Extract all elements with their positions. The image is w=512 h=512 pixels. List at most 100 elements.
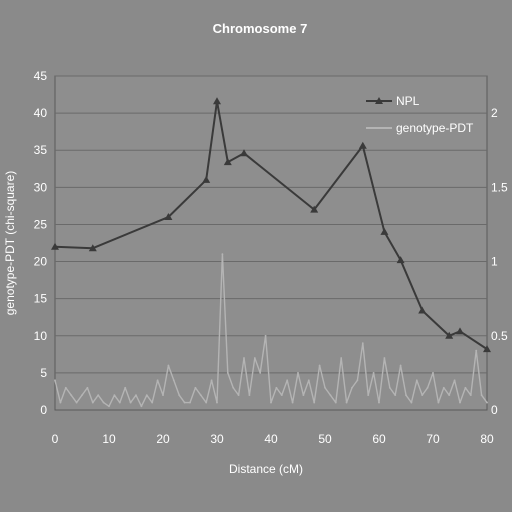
point-genotype-pdt — [237, 394, 240, 397]
point-genotype-pdt — [410, 401, 413, 404]
point-genotype-pdt — [81, 394, 83, 397]
plot-area — [54, 75, 488, 411]
x-tick-label: 30 — [210, 432, 224, 446]
point-genotype-pdt — [64, 386, 67, 389]
y2-tick-label: 1.5 — [491, 180, 508, 194]
point-genotype-pdt — [129, 401, 132, 404]
point-genotype-pdt — [464, 386, 467, 389]
point-genotype-pdt — [291, 401, 294, 404]
x-tick-label: 60 — [372, 432, 386, 446]
point-genotype-pdt — [383, 357, 386, 359]
point-npl — [445, 331, 454, 339]
point-genotype-pdt — [399, 364, 402, 367]
y-tick-label: 15 — [34, 292, 48, 306]
legend-label-genotype-pdt: genotype-PDT — [396, 121, 474, 135]
point-genotype-pdt — [205, 401, 208, 404]
point-genotype-pdt — [378, 401, 380, 404]
point-genotype-pdt — [248, 394, 251, 397]
point-genotype-pdt — [286, 379, 289, 382]
y2-tick-label: 2 — [491, 106, 498, 120]
x-tick-label: 40 — [264, 432, 278, 446]
point-genotype-pdt — [226, 371, 229, 374]
point-genotype-pdt — [275, 386, 278, 389]
point-genotype-pdt — [367, 394, 370, 397]
y-tick-label: 30 — [34, 180, 48, 194]
point-genotype-pdt — [469, 394, 472, 397]
point-npl — [418, 306, 427, 314]
point-genotype-pdt — [140, 405, 143, 408]
point-genotype-pdt — [145, 394, 148, 397]
point-npl — [483, 345, 491, 353]
point-genotype-pdt — [108, 405, 110, 408]
point-genotype-pdt — [124, 386, 127, 389]
point-genotype-pdt — [351, 386, 353, 389]
y-tick-label: 10 — [34, 329, 48, 343]
y-tick-label: 45 — [34, 69, 48, 83]
series-genotype-pdt — [54, 253, 488, 408]
point-genotype-pdt — [297, 371, 299, 374]
x-tick-label: 10 — [102, 432, 116, 446]
point-npl — [396, 256, 405, 264]
point-genotype-pdt — [307, 379, 310, 382]
point-genotype-pdt — [118, 401, 121, 404]
y2-tick-label: 1 — [491, 255, 498, 269]
x-tick-labels: 0 10 20 30 40 50 60 70 80 — [52, 432, 494, 446]
point-genotype-pdt — [59, 401, 62, 404]
point-genotype-pdt — [313, 401, 316, 404]
point-genotype-pdt — [345, 401, 348, 404]
y-tick-label: 0 — [40, 403, 47, 417]
y-tick-label: 5 — [40, 366, 47, 380]
point-genotype-pdt — [75, 401, 78, 404]
point-genotype-pdt — [243, 357, 245, 359]
point-npl — [358, 141, 367, 149]
point-genotype-pdt — [394, 394, 397, 397]
point-genotype-pdt — [432, 371, 434, 374]
point-genotype-pdt — [183, 401, 186, 404]
x-tick-label: 0 — [52, 432, 59, 446]
gridlines — [55, 75, 487, 374]
point-npl — [164, 213, 173, 221]
point-genotype-pdt — [486, 401, 488, 404]
x-tick-label: 70 — [426, 432, 440, 446]
point-genotype-pdt — [329, 394, 332, 397]
point-npl — [223, 158, 232, 166]
y2-tick-labels: 0 0.5 1 1.5 2 — [491, 106, 508, 417]
point-genotype-pdt — [405, 394, 407, 397]
point-npl — [380, 227, 389, 235]
point-npl — [51, 242, 59, 250]
point-genotype-pdt — [340, 357, 343, 359]
point-genotype-pdt — [334, 401, 337, 404]
y-tick-label: 25 — [34, 217, 48, 231]
y-tick-label: 40 — [34, 106, 48, 120]
point-genotype-pdt — [270, 401, 272, 404]
point-genotype-pdt — [151, 401, 154, 404]
point-genotype-pdt — [280, 394, 283, 397]
point-npl — [310, 205, 319, 213]
point-genotype-pdt — [210, 379, 213, 382]
point-genotype-pdt — [113, 394, 116, 397]
point-genotype-pdt — [356, 379, 359, 382]
point-genotype-pdt — [167, 364, 170, 367]
point-npl — [240, 149, 248, 157]
point-genotype-pdt — [318, 364, 321, 367]
point-genotype-pdt — [86, 386, 89, 389]
point-genotype-pdt — [189, 401, 191, 404]
point-genotype-pdt — [172, 379, 175, 382]
y-tick-label: 20 — [34, 255, 48, 269]
point-genotype-pdt — [194, 386, 197, 389]
point-genotype-pdt — [156, 379, 159, 382]
point-genotype-pdt — [459, 401, 461, 404]
point-genotype-pdt — [426, 386, 429, 389]
point-npl — [202, 175, 211, 183]
y-axis-label: genotype-PDT (chi-square) — [3, 171, 17, 316]
point-genotype-pdt — [259, 371, 262, 374]
y-tick-labels: 0 5 10 15 20 25 30 35 40 45 — [34, 69, 48, 417]
x-axis-label: Distance (cM) — [229, 462, 303, 476]
point-genotype-pdt — [199, 394, 202, 397]
point-genotype-pdt — [91, 401, 94, 404]
point-genotype-pdt — [102, 401, 105, 404]
point-genotype-pdt — [221, 253, 224, 256]
point-genotype-pdt — [448, 394, 451, 397]
point-npl — [456, 327, 464, 335]
